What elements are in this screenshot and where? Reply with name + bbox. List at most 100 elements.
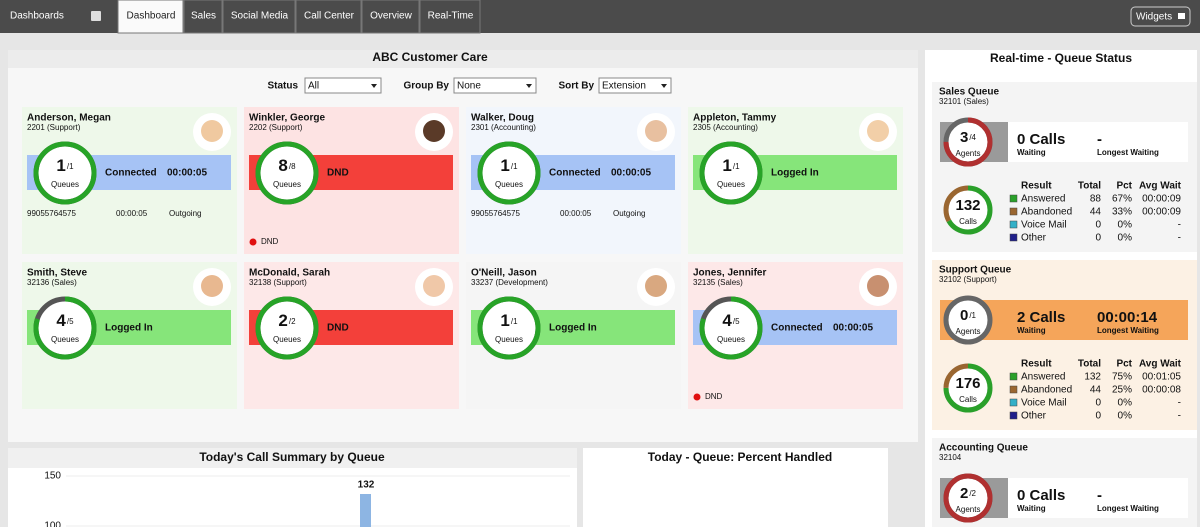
ring-segment bbox=[699, 296, 763, 360]
call-number: 99055764575 bbox=[471, 209, 520, 218]
longest-wait: 00:00:14 bbox=[1097, 309, 1158, 326]
nav-tab-label[interactable]: Real-Time bbox=[428, 11, 474, 22]
count-value: 2 bbox=[278, 311, 287, 330]
avatar-face bbox=[645, 120, 667, 142]
queues-label: Queues bbox=[51, 335, 79, 344]
status-dot bbox=[693, 393, 701, 401]
nav-tab[interactable] bbox=[361, 0, 420, 34]
result-name: Other bbox=[1021, 233, 1047, 244]
nav-tab-label[interactable]: Social Media bbox=[231, 11, 289, 22]
count-value: 4 bbox=[722, 311, 732, 330]
nav-tab[interactable] bbox=[419, 0, 481, 34]
nav-tab-label[interactable]: Overview bbox=[370, 11, 412, 22]
agent-name: Walker, Doug bbox=[471, 113, 534, 124]
select-arrow bbox=[371, 84, 377, 88]
result-name: Voice Mail bbox=[1021, 398, 1067, 409]
queues-label: Queues bbox=[51, 180, 79, 189]
count-total: /1 bbox=[511, 317, 518, 326]
agent-name: Smith, Steve bbox=[27, 268, 87, 279]
dashboards-menu[interactable]: Dashboards bbox=[10, 11, 64, 22]
count-total: /5 bbox=[733, 317, 740, 326]
result-pct: 0% bbox=[1118, 411, 1133, 422]
queue-band bbox=[1008, 478, 1188, 518]
result-swatch bbox=[1009, 194, 1018, 203]
call-time: 00:00:05 bbox=[560, 209, 592, 218]
waiting-label: Waiting bbox=[1017, 504, 1046, 513]
column-header: Pct bbox=[1116, 359, 1132, 370]
select-arrow bbox=[526, 84, 532, 88]
filter-select[interactable] bbox=[598, 77, 672, 94]
filter-value[interactable]: None bbox=[457, 81, 481, 92]
result-pct: 0% bbox=[1118, 398, 1133, 409]
menu-dropdown-icon[interactable] bbox=[91, 11, 101, 21]
ring-segment bbox=[943, 473, 993, 523]
calls-total: 132 bbox=[955, 197, 980, 214]
result-avg-wait: 00:00:09 bbox=[1142, 207, 1181, 218]
filter-select[interactable] bbox=[304, 77, 382, 94]
ring-segment bbox=[33, 141, 97, 205]
longest-wait: - bbox=[1097, 131, 1102, 148]
nav-tab-label[interactable]: Sales bbox=[191, 11, 216, 22]
nav-tab[interactable] bbox=[183, 0, 223, 34]
nav-tab-label[interactable]: Call Center bbox=[304, 11, 355, 22]
agent-state: Logged In bbox=[549, 323, 597, 334]
result-total: 0 bbox=[1095, 411, 1101, 422]
filter-label: Group By bbox=[403, 81, 449, 92]
result-pct: 33% bbox=[1112, 207, 1132, 218]
summary-title: Today's Call Summary by Queue bbox=[199, 450, 385, 464]
agent-extension: 32135 (Sales) bbox=[693, 278, 743, 287]
queues-label: Queues bbox=[273, 335, 301, 344]
result-total: 44 bbox=[1090, 207, 1102, 218]
queue-name: Sales Queue bbox=[939, 87, 999, 98]
percent-title: Today - Queue: Percent Handled bbox=[648, 450, 832, 464]
agents-label: Agents bbox=[956, 149, 981, 158]
count-value: 1 bbox=[500, 311, 509, 330]
result-swatch bbox=[1009, 233, 1018, 242]
widgets-label[interactable]: Widgets bbox=[1136, 12, 1172, 23]
queue-extension: 32102 (Support) bbox=[939, 275, 997, 284]
result-total: 44 bbox=[1090, 385, 1102, 396]
waiting-label: Waiting bbox=[1017, 148, 1046, 157]
queue-name: Support Queue bbox=[939, 265, 1012, 276]
call-direction: Outgoing bbox=[613, 209, 645, 218]
count-value: 3 bbox=[960, 129, 968, 146]
queues-label: Queues bbox=[495, 180, 523, 189]
agent-name: Appleton, Tammy bbox=[693, 113, 777, 124]
result-total: 0 bbox=[1095, 220, 1101, 231]
agent-state: Connected bbox=[549, 168, 601, 179]
ring-count: 3/4 bbox=[960, 129, 977, 146]
filter-label: Status bbox=[267, 81, 298, 92]
widgets-button[interactable] bbox=[1130, 6, 1191, 27]
calls-total: 176 bbox=[955, 375, 980, 392]
nav-tab[interactable] bbox=[295, 0, 362, 34]
nav-tab[interactable] bbox=[222, 0, 296, 34]
percent-panel bbox=[583, 448, 888, 527]
filter-select[interactable] bbox=[453, 77, 537, 94]
agent-name: Anderson, Megan bbox=[27, 113, 111, 124]
result-pct: 0% bbox=[1118, 233, 1133, 244]
result-avg-wait: - bbox=[1178, 220, 1181, 231]
queue-name: Accounting Queue bbox=[939, 443, 1028, 454]
longest-label: Longest Waiting bbox=[1097, 504, 1159, 513]
result-avg-wait: - bbox=[1178, 398, 1181, 409]
queues-panel-title: Real-time - Queue Status bbox=[990, 51, 1132, 65]
y-tick-label: 150 bbox=[44, 471, 61, 482]
count-total: /1 bbox=[511, 162, 518, 171]
result-avg-wait: 00:01:05 bbox=[1142, 372, 1181, 383]
queue-band bbox=[1008, 300, 1188, 340]
count-value: 2 bbox=[960, 485, 968, 502]
filter-value[interactable]: Extension bbox=[602, 81, 646, 92]
column-header: Result bbox=[1021, 181, 1052, 192]
ring-segment bbox=[943, 117, 993, 167]
agent-state: DND bbox=[327, 323, 349, 334]
longest-label: Longest Waiting bbox=[1097, 326, 1159, 335]
avatar-face bbox=[867, 120, 889, 142]
queues-label: Queues bbox=[717, 335, 745, 344]
result-name: Abandoned bbox=[1021, 207, 1072, 218]
count-total: /5 bbox=[67, 317, 74, 326]
nav-tab[interactable] bbox=[117, 0, 184, 34]
agent-name: Jones, Jennifer bbox=[693, 268, 766, 279]
nav-tab-label[interactable]: Dashboard bbox=[127, 11, 176, 22]
filter-value[interactable]: All bbox=[308, 81, 319, 92]
